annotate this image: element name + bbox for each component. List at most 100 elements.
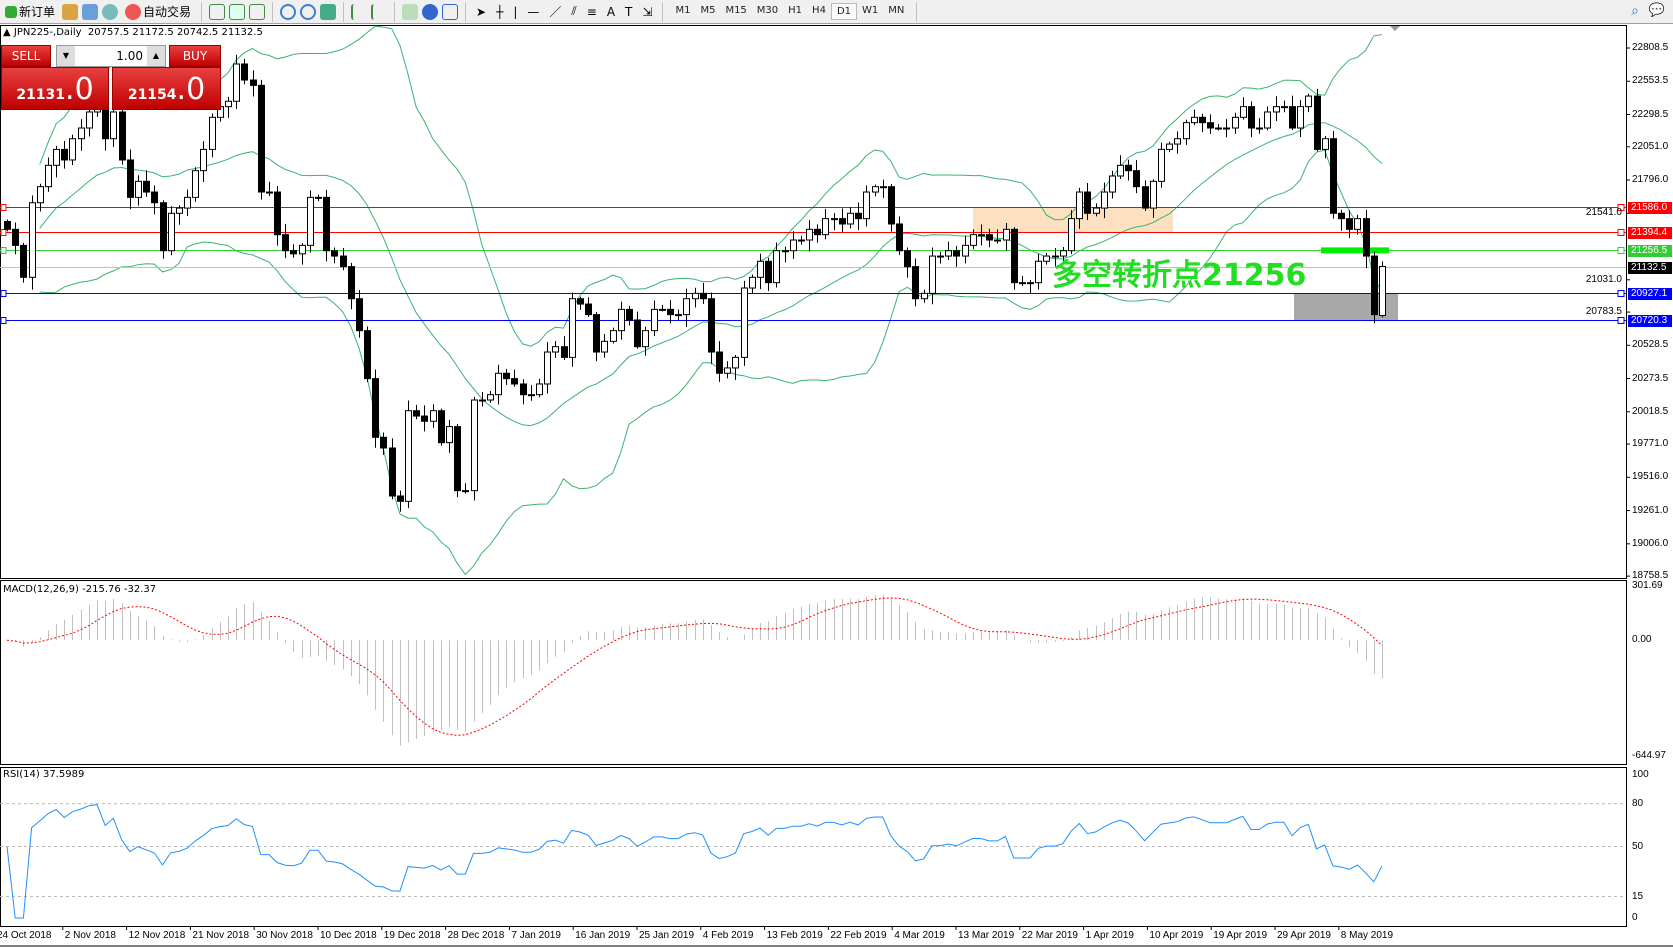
candle-bear <box>102 106 109 140</box>
candle-bull <box>921 292 928 300</box>
autoscroll-icon[interactable] <box>351 3 367 20</box>
candle-bull <box>1281 106 1288 109</box>
date-axis-label: 7 Jan 2019 <box>511 930 561 941</box>
arrows-icon[interactable]: ⇲ <box>642 4 653 19</box>
ohlc-readout: 20757.5 21172.5 20742.5 21132.5 <box>87 27 263 38</box>
candle-bear <box>593 314 600 353</box>
zoom-out-icon[interactable] <box>300 3 317 20</box>
candle-bull <box>430 410 437 422</box>
chart-shift-marker <box>1390 26 1400 31</box>
timeframe-d1[interactable]: D1 <box>830 3 857 20</box>
lot-input[interactable]: 1.00 <box>116 49 143 63</box>
divider <box>662 1 664 22</box>
lot-decrease-button[interactable]: ▼ <box>57 46 75 66</box>
text-label-icon[interactable]: T <box>625 4 633 19</box>
candle-bull <box>1109 175 1116 193</box>
candle-bear <box>953 250 960 257</box>
candle-bull <box>552 346 559 353</box>
candle-bear <box>20 244 27 278</box>
chat-icon[interactable]: 💬 <box>1648 3 1665 18</box>
fibonacci-icon[interactable]: ≡ <box>586 4 597 19</box>
candle-bear <box>503 372 510 380</box>
rsi-label: RSI(14) 37.5989 <box>3 769 85 780</box>
cursor-icon[interactable]: ➤ <box>476 4 487 19</box>
price-axis-label: 19006.0 <box>1632 537 1669 549</box>
timeframe-w1[interactable]: W1 <box>862 5 879 16</box>
timeframe-m15[interactable]: M15 <box>725 5 747 16</box>
candle-bull <box>405 410 412 502</box>
candle-bear <box>380 436 387 449</box>
equidistant-channel-icon[interactable]: ⫽ <box>571 4 577 18</box>
signals-icon[interactable] <box>102 3 119 20</box>
timeframe-m5[interactable]: M5 <box>700 5 716 16</box>
candle-bear <box>626 308 633 321</box>
crosshair-icon[interactable]: ┼ <box>496 4 504 19</box>
price-axis-label: 22051.0 <box>1632 140 1669 152</box>
buy-button[interactable]: BUY <box>169 45 221 67</box>
candle-bull <box>675 314 682 317</box>
auto-trading-button[interactable]: 自动交易 <box>122 1 194 23</box>
zoom-in-icon[interactable] <box>280 3 297 20</box>
line-handle <box>1617 229 1625 236</box>
vertical-line-icon[interactable]: | <box>513 4 518 19</box>
text-icon[interactable]: A <box>606 4 616 19</box>
chart-shift-icon[interactable] <box>371 3 387 20</box>
date-axis-label: 10 Apr 2019 <box>1149 930 1204 941</box>
search-icon[interactable]: ⌕ <box>1631 3 1639 19</box>
auto-trading-icon <box>125 3 142 20</box>
candle-bear <box>1207 122 1214 129</box>
buy-price[interactable]: 21154.0 <box>112 67 221 110</box>
lot-size-stepper[interactable]: ▼ 1.00 ▲ <box>56 45 166 67</box>
templates-icon[interactable] <box>442 3 459 20</box>
candle-bull <box>863 191 870 220</box>
candle-bull <box>200 148 207 172</box>
trendline-icon[interactable]: ／ <box>549 5 562 19</box>
sell-price[interactable]: 21131.0 <box>1 67 109 110</box>
line-chart-icon[interactable] <box>249 3 266 20</box>
line-handle <box>1617 290 1625 297</box>
tile-windows-icon[interactable] <box>320 3 337 20</box>
price-axis-label: 21541.0 <box>1585 207 1622 219</box>
candle-bull <box>1379 266 1386 316</box>
bollinger-lower <box>39 149 1383 576</box>
market-watch-icon[interactable] <box>62 3 79 20</box>
candle-bull <box>462 490 469 493</box>
candlestick-icon[interactable] <box>229 3 246 20</box>
timeframe-h1[interactable]: H1 <box>788 5 803 16</box>
candle-bull <box>1215 127 1222 130</box>
candle-bull <box>1273 106 1280 113</box>
candle-bull <box>1174 138 1181 145</box>
timeframe-h4[interactable]: H4 <box>812 5 826 16</box>
macd-axis-label: 301.69 <box>1632 580 1663 591</box>
timeframe-mn[interactable]: MN <box>888 5 905 16</box>
candle-bear <box>1338 212 1345 220</box>
price-line-tag: 20927.1 <box>1628 287 1672 300</box>
candle-bear <box>1289 106 1296 129</box>
candle-bear <box>1248 106 1255 129</box>
candle-bull <box>168 212 175 252</box>
candle-bull <box>610 330 617 342</box>
candle-bull <box>1191 116 1198 124</box>
line-handle <box>0 317 7 324</box>
indicators-icon[interactable] <box>402 3 419 20</box>
candle-bull <box>782 250 789 253</box>
navigator-icon[interactable] <box>82 3 99 20</box>
lot-increase-button[interactable]: ▲ <box>147 46 165 66</box>
bar-chart-icon[interactable] <box>209 3 226 20</box>
rsi-axis-label: 50 <box>1632 840 1644 852</box>
candle-bull <box>209 116 216 150</box>
price-axis-label: 20528.5 <box>1632 339 1669 351</box>
new-order-button[interactable]: 新订单 <box>2 1 58 23</box>
horizontal-line-icon[interactable]: — <box>527 4 540 19</box>
timeframe-m30[interactable]: M30 <box>756 5 779 16</box>
sell-button[interactable]: SELL <box>1 45 51 67</box>
price-line-tag: 21256.5 <box>1628 244 1672 257</box>
line-handle <box>0 204 7 211</box>
candle-bull <box>479 399 486 402</box>
candle-bear <box>331 250 338 257</box>
timeframe-m1[interactable]: M1 <box>675 5 691 16</box>
candle-bull <box>29 202 36 278</box>
candle-bear <box>364 330 371 380</box>
periods-icon[interactable] <box>422 3 439 20</box>
